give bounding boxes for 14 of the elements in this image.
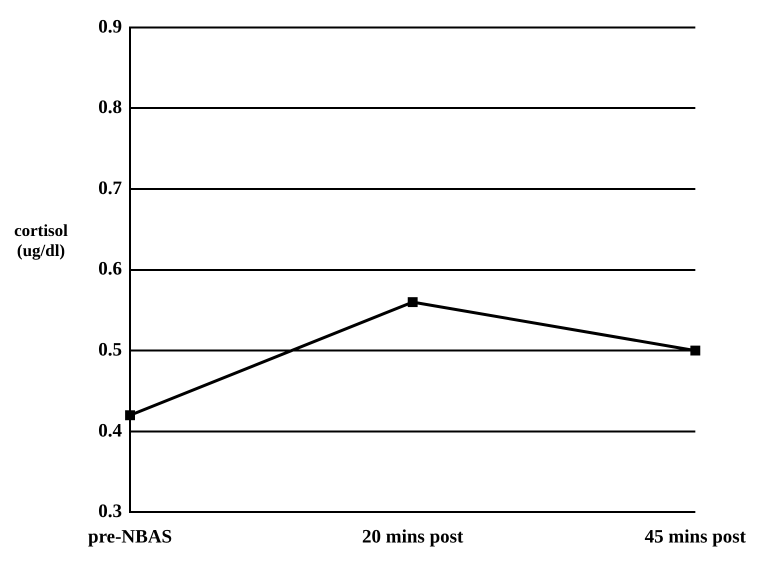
y-axis-title: cortisol (ug/dl) bbox=[13, 220, 69, 260]
y-tick-label: 0.4 bbox=[98, 420, 123, 442]
point bbox=[690, 346, 700, 356]
x-tick-label: 20 mins post bbox=[362, 526, 464, 548]
y-tick-label: 0.3 bbox=[98, 501, 122, 522]
y-tick-label: 0.8 bbox=[98, 97, 122, 118]
x-tick-label: pre-NBAS bbox=[88, 526, 172, 548]
y-tick-label: 0.5 bbox=[98, 340, 122, 361]
y-tick-label: 0.6 bbox=[98, 258, 122, 280]
point bbox=[408, 297, 418, 308]
x-tick-label: 45 mins post bbox=[644, 526, 747, 548]
point bbox=[125, 410, 135, 420]
y-tick-label: 0.9 bbox=[98, 16, 122, 38]
y-tick-label: 0.7 bbox=[98, 178, 123, 199]
